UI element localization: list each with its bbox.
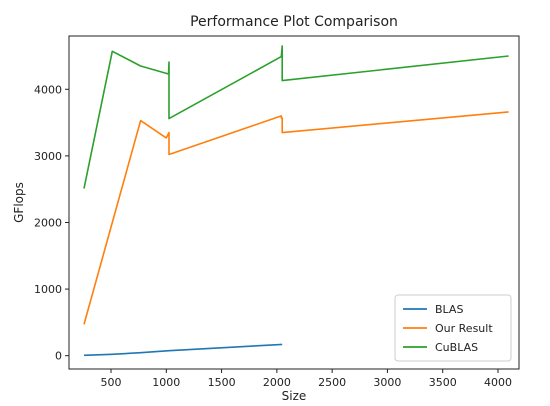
y-tick-label: 4000: [34, 83, 62, 96]
series-line-our-result: [83, 111, 509, 325]
y-tick-label: 2000: [34, 216, 62, 229]
x-tick-label: 2000: [263, 376, 291, 389]
chart-title: Performance Plot Comparison: [190, 14, 398, 30]
x-tick-label: 1000: [152, 376, 180, 389]
plot-area: [68, 35, 520, 370]
legend-box: [394, 294, 512, 362]
y-tick-label: 3000: [34, 150, 62, 163]
x-tick-label: 3000: [373, 376, 401, 389]
legend-label: BLAS: [435, 303, 463, 316]
y-axis: 0 1000 2000 3000 4000: [34, 83, 69, 363]
series-line-cublas: [83, 45, 509, 189]
x-tick-label: 500: [101, 376, 122, 389]
series-line-blas: [83, 343, 283, 357]
legend-label: CuBLAS: [435, 341, 478, 354]
x-tick-label: 1500: [208, 376, 236, 389]
x-tick-label: 4000: [484, 376, 512, 389]
x-tick-label: 3500: [429, 376, 457, 389]
y-tick-label: 1000: [34, 283, 62, 296]
y-tick-label: 0: [55, 350, 62, 363]
x-axis: 500 1000 1500 2000 2500 3000 3500 4000: [101, 369, 512, 389]
legend: BLAS Our Result CuBLAS: [394, 294, 512, 362]
x-tick-label: 2500: [318, 376, 346, 389]
y-axis-title: GFlops: [12, 182, 26, 223]
plot-frame: [68, 35, 520, 370]
x-axis-title: Size: [282, 389, 307, 403]
series-group: [83, 45, 509, 357]
legend-label: Our Result: [435, 322, 493, 335]
